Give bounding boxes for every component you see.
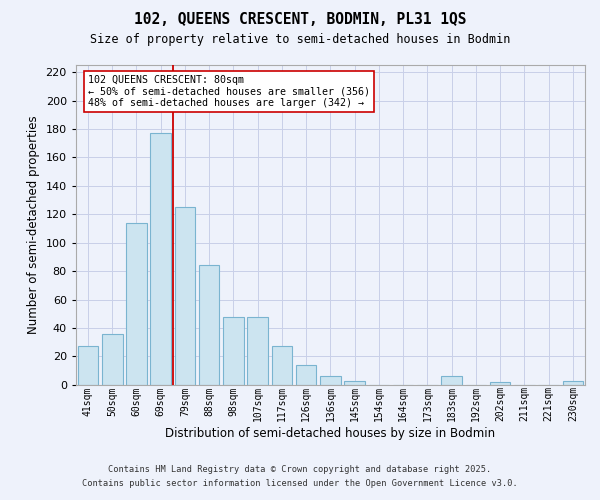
Text: 102, QUEENS CRESCENT, BODMIN, PL31 1QS: 102, QUEENS CRESCENT, BODMIN, PL31 1QS [134,12,466,28]
Bar [199,266,220,385]
Text: Size of property relative to semi-detached houses in Bodmin: Size of property relative to semi-detach… [90,32,510,46]
X-axis label: Distribution of semi-detached houses by size in Bodmin: Distribution of semi-detached houses by … [166,427,496,440]
Bar [344,380,365,385]
Bar [175,207,195,385]
Bar [126,223,147,385]
Text: Contains HM Land Registry data © Crown copyright and database right 2025.
Contai: Contains HM Land Registry data © Crown c… [82,466,518,487]
Bar [490,382,511,385]
Bar [151,133,171,385]
Bar [320,376,341,385]
Bar [247,316,268,385]
Bar [563,380,583,385]
Bar [272,346,292,385]
Text: 102 QUEENS CRESCENT: 80sqm
← 50% of semi-detached houses are smaller (356)
48% o: 102 QUEENS CRESCENT: 80sqm ← 50% of semi… [88,75,370,108]
Bar [296,365,316,385]
Y-axis label: Number of semi-detached properties: Number of semi-detached properties [27,116,40,334]
Bar [442,376,462,385]
Bar [77,346,98,385]
Bar [223,316,244,385]
Bar [102,334,122,385]
